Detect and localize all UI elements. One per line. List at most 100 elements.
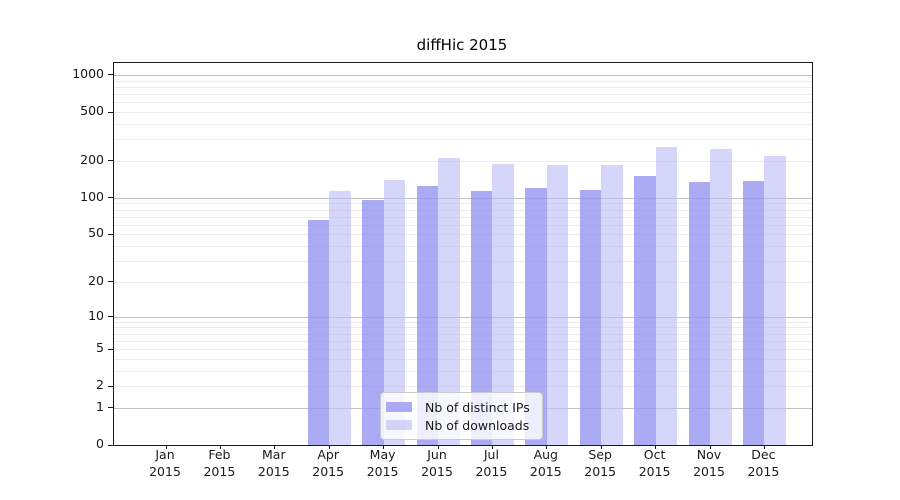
- y-tick-label: 2: [96, 377, 104, 393]
- tick-layer: [108, 63, 812, 449]
- x-tick-mark: [383, 445, 385, 449]
- x-tick-label: Feb 2015: [203, 447, 236, 479]
- gridline-minor: [114, 333, 812, 335]
- x-tick-label: Oct 2015: [638, 447, 671, 479]
- bar-downloads-sep: [601, 164, 623, 445]
- gridline-minor: [114, 123, 812, 125]
- y-tick-label: 5: [96, 340, 104, 356]
- x-tick-label: Apr 2015: [312, 447, 345, 479]
- bars-layer: [114, 63, 812, 445]
- gridline-major: [114, 74, 812, 76]
- gridline-minor: [114, 261, 812, 263]
- y-tick-mark: [108, 111, 113, 113]
- grid-layer: [114, 63, 812, 445]
- x-tick-label: Jun 2015: [421, 447, 453, 479]
- legend-label-downloads: Nb of downloads: [425, 417, 530, 433]
- gridline-minor: [114, 86, 812, 88]
- y-tick-label: 50: [88, 225, 104, 241]
- y-tick-mark: [108, 160, 113, 162]
- bar-distinct-ips-aug: [525, 187, 547, 445]
- x-tick-label: Dec 2015: [747, 447, 780, 479]
- x-tick-mark: [546, 445, 548, 449]
- gridline-minor: [114, 139, 812, 141]
- bar-downloads-nov: [710, 149, 732, 445]
- x-tick-mark: [274, 445, 276, 449]
- y-tick-label: 10: [88, 307, 104, 323]
- gridline-minor: [114, 370, 812, 372]
- legend-swatch-downloads: [386, 420, 412, 430]
- x-tick-mark: [600, 445, 602, 449]
- x-tick-mark: [763, 445, 765, 449]
- gridline-minor: [114, 358, 812, 360]
- x-tick-mark: [437, 445, 439, 449]
- x-tick-label: Aug 2015: [529, 447, 562, 479]
- x-tick-label: May 2015: [366, 447, 399, 479]
- bar-distinct-ips-jul: [470, 191, 493, 445]
- x-tick-label: Jan 2015: [149, 447, 181, 479]
- x-tick-label: Nov 2015: [693, 447, 725, 479]
- gridline-minor: [114, 216, 812, 218]
- x-tick-label: Mar 2015: [257, 447, 290, 479]
- bar-downloads-aug: [546, 165, 569, 445]
- y-tick-label: 20: [88, 272, 104, 288]
- bar-distinct-ips-may: [362, 199, 384, 445]
- x-tick-mark: [709, 445, 711, 449]
- y-tick-mark: [108, 197, 113, 199]
- bar-distinct-ips-sep: [579, 189, 602, 445]
- y-tick-label: 100: [80, 188, 104, 204]
- y-tick-mark: [108, 74, 113, 76]
- bar-distinct-ips-apr: [307, 219, 330, 445]
- legend-item-distinct-ips: Nb of distinct IPs: [386, 398, 534, 416]
- y-tick-mark: [108, 233, 113, 235]
- bar-downloads-oct: [655, 147, 678, 445]
- gridline-minor: [114, 321, 812, 323]
- bar-downloads-jul: [492, 163, 514, 445]
- gridline-minor: [114, 112, 812, 114]
- bar-downloads-may: [383, 179, 406, 445]
- y-tick-label: 1000: [72, 65, 104, 81]
- gridline-major: [114, 197, 812, 199]
- gridline-minor: [114, 94, 812, 96]
- gridline-minor: [114, 281, 812, 283]
- bar-distinct-ips-dec: [742, 181, 765, 445]
- x-tick-mark: [491, 445, 493, 449]
- legend-swatch-distinct-ips: [386, 402, 412, 412]
- gridline-minor: [114, 340, 812, 342]
- gridline-minor: [114, 80, 812, 82]
- bar-downloads-apr: [329, 190, 351, 445]
- bar-distinct-ips-jun: [416, 185, 438, 445]
- gridline-minor: [114, 246, 812, 248]
- legend: Nb of distinct IPs Nb of downloads: [380, 392, 543, 440]
- plot-area: [108, 62, 813, 449]
- y-tick-label: 0: [96, 436, 104, 451]
- legend-item-downloads: Nb of downloads: [386, 416, 534, 434]
- y-tick-label: 1: [96, 398, 104, 414]
- x-tick-mark: [165, 445, 167, 449]
- y-tick-mark: [108, 348, 113, 350]
- y-tick-mark: [108, 444, 113, 446]
- gridline-major: [114, 316, 812, 318]
- x-tick-mark: [328, 445, 330, 449]
- gridline-minor: [114, 160, 812, 162]
- y-tick-label: 200: [80, 151, 104, 167]
- gridline-minor: [114, 349, 812, 351]
- gridline-minor: [114, 203, 812, 205]
- legend-label-distinct-ips: Nb of distinct IPs: [425, 399, 530, 415]
- bar-downloads-dec: [764, 156, 786, 445]
- x-tick-mark: [655, 445, 657, 449]
- gridline-minor: [114, 386, 812, 388]
- x-tick-mark: [219, 445, 221, 449]
- gridline-minor: [114, 209, 812, 211]
- y-tick-label: 500: [80, 103, 104, 119]
- bar-downloads-jun: [438, 158, 460, 445]
- chart-title: diffHic 2015: [416, 36, 508, 54]
- y-tick-mark: [108, 316, 113, 318]
- gridline-minor: [114, 224, 812, 226]
- x-tick-label: Sep 2015: [584, 447, 617, 479]
- y-tick-mark: [108, 407, 113, 409]
- x-tick-label: Jul 2015: [475, 447, 508, 479]
- gridline-minor: [114, 234, 812, 236]
- bar-distinct-ips-nov: [688, 181, 710, 445]
- y-tick-mark: [108, 385, 113, 387]
